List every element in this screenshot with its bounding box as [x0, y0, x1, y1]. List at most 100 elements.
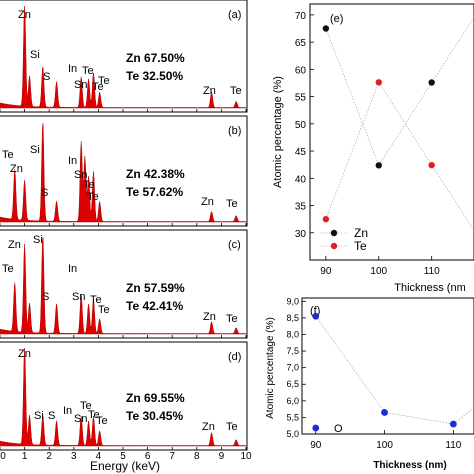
edx-peak-label: Te [226, 198, 238, 210]
panel-e-point-zn [428, 79, 435, 86]
energy-tick-label: 6 [145, 451, 151, 462]
edx-peak-label: Te [92, 81, 104, 93]
edx-peak-label: Te [230, 85, 242, 97]
edx-panel-label: (b) [228, 125, 241, 137]
edx-peak-label: Zn [203, 85, 216, 97]
edx-peak-label: Sn [72, 291, 85, 303]
edx-peak-label: Te [98, 75, 110, 87]
edx-peak-label: Zn [8, 239, 21, 251]
panel-f-point-o [449, 420, 457, 428]
edx-peak-label: In [68, 155, 77, 167]
edx-panel-frame [0, 341, 248, 451]
energy-tick-label: 2 [46, 451, 52, 462]
edx-peak-label: Te [226, 421, 238, 433]
edx-peak-label: Sn [74, 413, 87, 425]
panel-f-point-o [312, 312, 320, 320]
edx-peak-label: Si [34, 410, 44, 422]
edx-composition-text: Zn 67.50% [126, 51, 185, 65]
panel-e-ytick-label: 35 [295, 202, 307, 213]
edx-peak-label: S [41, 187, 48, 199]
edx-peak-label: Si [30, 49, 40, 61]
panel-e-point-zn [375, 162, 382, 169]
edx-peak-label: In [68, 263, 77, 275]
panel-f-ytick-label: 6,5 [286, 379, 299, 389]
edx-peak-label: In [68, 63, 77, 75]
edx-spectrum-area [0, 237, 247, 335]
panel-e-xtick-label: 110 [424, 266, 440, 277]
energy-tick-label: 9 [219, 451, 225, 462]
panel-e-ylabel: Atomic percentage (%) [272, 76, 284, 188]
edx-peak-label: Si [33, 234, 43, 246]
legend-te-marker [330, 242, 338, 250]
panel-e-legend: Zn Te [320, 226, 368, 253]
panel-f-series [312, 312, 474, 432]
panel-f-frame [301, 297, 474, 435]
edx-peak-label: Zn [203, 311, 216, 323]
edx-peak-label: Sn [74, 169, 87, 181]
panel-e-frame [309, 3, 474, 261]
panel-e-xtick-label: 100 [370, 266, 387, 277]
panel-e-label: (e) [330, 13, 343, 25]
panel-e-ytick-label: 65 [295, 38, 307, 49]
panel-f-ytick-label: 7,0 [286, 363, 299, 373]
panel-f-point-o [381, 409, 388, 416]
edx-panel-label: (c) [228, 239, 241, 251]
edx-peak-label: S [43, 71, 50, 83]
panel-f-label: (f) [310, 305, 320, 317]
panel-f-ylabel: Atomic percentage (%) [265, 317, 276, 419]
edx-composition-text: Te 30.45% [126, 409, 183, 423]
energy-tick-label: 3 [71, 451, 77, 462]
edx-composition-text: Zn 57.59% [126, 281, 185, 295]
energy-tick-label: 7 [169, 451, 175, 462]
edx-spectrum-area [0, 347, 247, 447]
panel-e-point-zn [322, 25, 330, 32]
edx-peak-label: Te [83, 179, 95, 191]
energy-tick-label: 5 [120, 451, 126, 462]
energy-tick-label: 4 [96, 451, 102, 462]
panel-f-series-line [315, 316, 474, 425]
edx-peak-label: Si [30, 144, 40, 156]
panel-e-ytick-label: 30 [295, 229, 307, 240]
edx-panel-label: (d) [228, 351, 241, 363]
panel-e-series-line-te [325, 81, 474, 231]
edx-composition-text: Te 32.50% [126, 69, 183, 83]
panel-f-ytick-label: 8,5 [286, 313, 299, 323]
panel-f-xtick-label: 90 [310, 440, 322, 451]
edx-composition-text: Te 42.41% [126, 299, 183, 313]
panel-f-ticks: 5,0 5,5 6,0 6,5 7,0 7,5 8,0 8,5 9,0 90 100 110 [286, 296, 461, 451]
edx-peak-label: In [63, 405, 72, 417]
edx-peak-label: Te [82, 65, 94, 77]
edx-peak-label: Te [90, 294, 102, 306]
panel-f-xlabel: Thickness (nm) [373, 460, 446, 471]
energy-tick-label: 8 [194, 451, 200, 462]
edx-panel-frame [0, 115, 248, 227]
panel-e-series [322, 17, 474, 231]
edx-peak-label: Te [2, 263, 14, 275]
panel-e-ytick-label: 70 [295, 11, 307, 22]
panel-e-ytick-label: 55 [295, 93, 307, 104]
energy-tick-label: 10 [240, 451, 252, 462]
panel-f-ytick-label: 9,0 [286, 296, 299, 306]
edx-peak-label: Te [96, 415, 108, 427]
panel-f-ytick-label: 7,5 [286, 346, 299, 356]
panel-e-ytick-label: 60 [295, 65, 307, 76]
edx-composition-text: Te 57.62% [126, 185, 183, 199]
panel-e-xtick-label: 90 [320, 266, 332, 277]
panel-e-xlabel: Thickness (nm [394, 282, 466, 294]
panel-e-ytick-label: 50 [295, 120, 307, 131]
edx-peak-label: S [48, 410, 55, 422]
edx-peak-label: Zn [201, 196, 214, 208]
edx-composition-text: Zn 69.55% [126, 391, 185, 405]
panel-e-point-te [375, 79, 382, 86]
edx-peak-label: Zn [202, 421, 215, 433]
edx-peak-label: Zn [18, 348, 31, 360]
energy-axis-label: Energy (keV) [90, 459, 160, 473]
energy-tick-label: 0 [0, 451, 6, 462]
panel-f-xtick-label: 100 [376, 440, 393, 451]
panel-f-atomic-percentage: (f) Atomic percentage (%) Thickness (nm)… [265, 296, 474, 471]
